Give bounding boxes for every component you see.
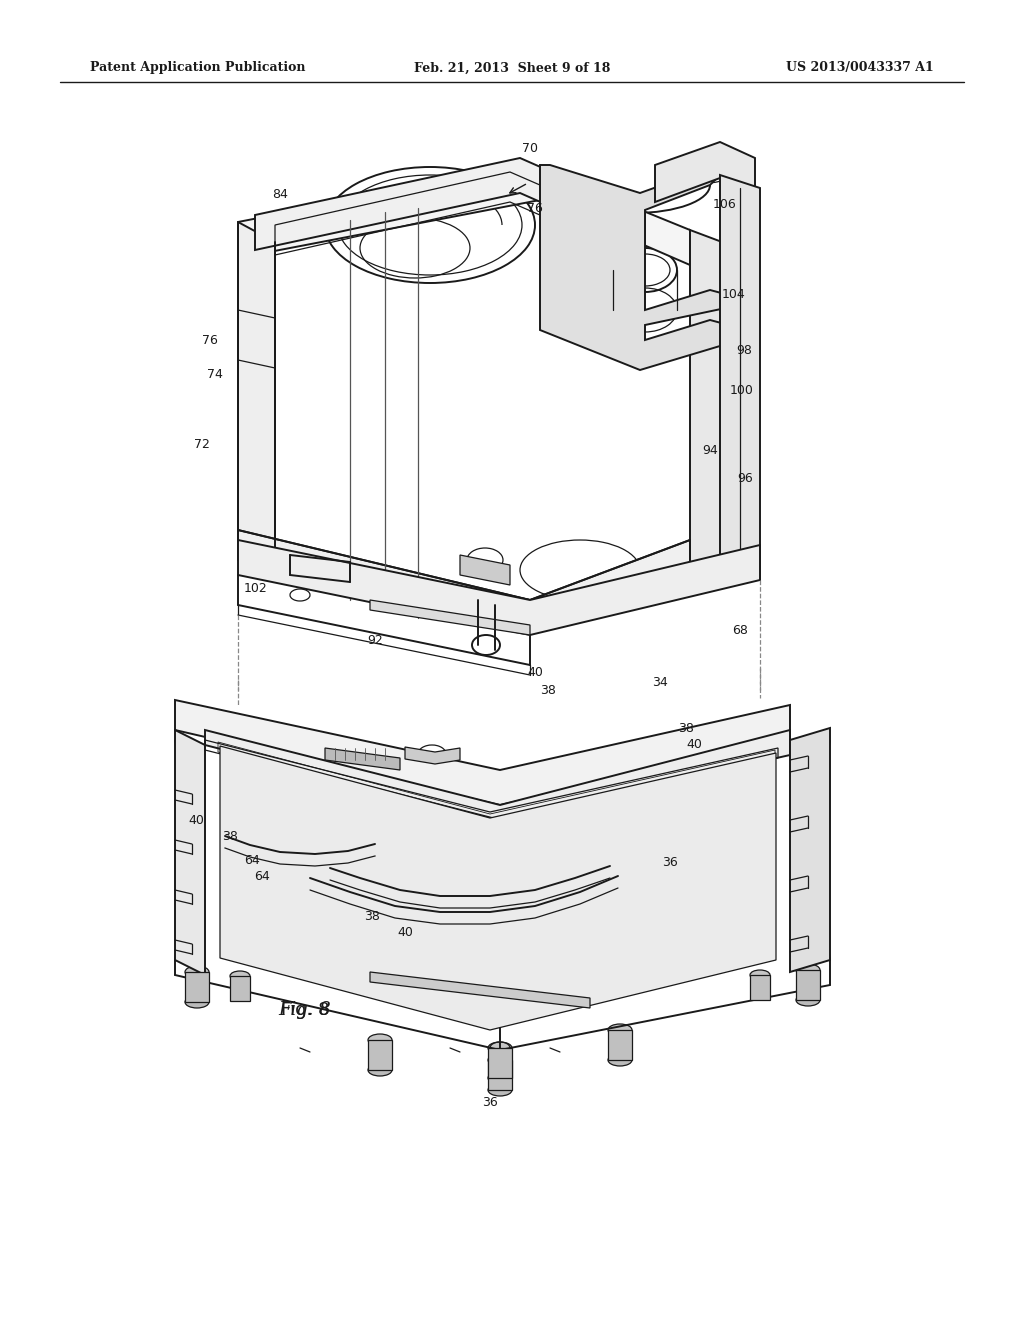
Text: 74: 74 <box>207 368 223 381</box>
Polygon shape <box>238 540 280 576</box>
Ellipse shape <box>750 970 770 979</box>
Text: 76: 76 <box>202 334 218 346</box>
Text: 92: 92 <box>368 634 383 647</box>
Polygon shape <box>238 222 275 579</box>
Text: 84: 84 <box>272 189 288 202</box>
Polygon shape <box>238 165 690 265</box>
Text: US 2013/0043337 A1: US 2013/0043337 A1 <box>786 62 934 74</box>
Ellipse shape <box>796 994 820 1006</box>
Polygon shape <box>220 746 776 1030</box>
Text: Feb. 21, 2013  Sheet 9 of 18: Feb. 21, 2013 Sheet 9 of 18 <box>414 62 610 74</box>
Text: Fig. 8: Fig. 8 <box>279 1001 332 1019</box>
Text: Patent Application Publication: Patent Application Publication <box>90 62 305 74</box>
Text: 38: 38 <box>678 722 694 734</box>
Text: 40: 40 <box>686 738 701 751</box>
Ellipse shape <box>488 1072 512 1084</box>
Ellipse shape <box>608 1024 632 1036</box>
Ellipse shape <box>185 997 209 1008</box>
Polygon shape <box>790 729 830 972</box>
Text: 40: 40 <box>527 667 543 680</box>
Text: 102: 102 <box>244 582 268 594</box>
Polygon shape <box>750 975 770 1001</box>
Ellipse shape <box>185 966 209 978</box>
Polygon shape <box>460 554 510 585</box>
Ellipse shape <box>608 1053 632 1067</box>
Ellipse shape <box>488 1053 512 1067</box>
Polygon shape <box>488 1060 512 1090</box>
Polygon shape <box>406 747 460 764</box>
Polygon shape <box>655 143 755 202</box>
Text: 36: 36 <box>482 1096 498 1109</box>
Text: 106: 106 <box>713 198 737 211</box>
Polygon shape <box>325 748 400 770</box>
Text: 100: 100 <box>730 384 754 396</box>
Polygon shape <box>690 230 730 579</box>
Text: 68: 68 <box>732 623 748 636</box>
Polygon shape <box>230 975 250 1001</box>
Text: 70: 70 <box>522 141 538 154</box>
Text: Fig. 8: Fig. 8 <box>281 1001 329 1019</box>
Text: 34: 34 <box>652 676 668 689</box>
Polygon shape <box>370 601 530 635</box>
Polygon shape <box>175 730 205 975</box>
Text: 98: 98 <box>736 343 752 356</box>
Polygon shape <box>238 540 760 635</box>
Polygon shape <box>540 165 740 370</box>
Text: 36: 36 <box>663 855 678 869</box>
Text: 96: 96 <box>737 471 753 484</box>
Polygon shape <box>205 730 790 820</box>
Text: 38: 38 <box>365 909 380 923</box>
Text: 64: 64 <box>254 870 270 883</box>
Text: 38: 38 <box>222 829 238 842</box>
Polygon shape <box>368 1040 392 1071</box>
Polygon shape <box>608 1030 632 1060</box>
Text: 40: 40 <box>188 813 204 826</box>
Text: 40: 40 <box>397 925 413 939</box>
Ellipse shape <box>368 1064 392 1076</box>
Polygon shape <box>175 700 790 805</box>
Polygon shape <box>370 972 590 1008</box>
Ellipse shape <box>488 1084 512 1096</box>
Text: 104: 104 <box>722 289 745 301</box>
Text: 72: 72 <box>195 438 210 451</box>
Polygon shape <box>255 158 645 249</box>
Ellipse shape <box>368 1034 392 1045</box>
Text: 76: 76 <box>527 202 543 214</box>
Polygon shape <box>238 531 690 630</box>
Ellipse shape <box>796 964 820 975</box>
Polygon shape <box>720 176 760 579</box>
Text: 64: 64 <box>244 854 260 866</box>
Polygon shape <box>796 970 820 1001</box>
Ellipse shape <box>230 972 250 981</box>
Polygon shape <box>488 1048 512 1078</box>
Polygon shape <box>185 972 209 1002</box>
Ellipse shape <box>488 1041 512 1053</box>
Text: 38: 38 <box>540 684 556 697</box>
Text: 94: 94 <box>702 444 718 457</box>
